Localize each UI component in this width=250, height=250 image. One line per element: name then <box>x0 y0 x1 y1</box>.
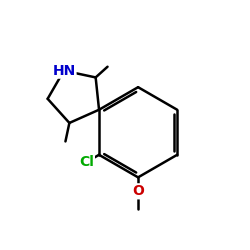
Text: O: O <box>132 184 144 198</box>
Text: HN: HN <box>52 64 76 78</box>
Text: Cl: Cl <box>79 155 94 169</box>
